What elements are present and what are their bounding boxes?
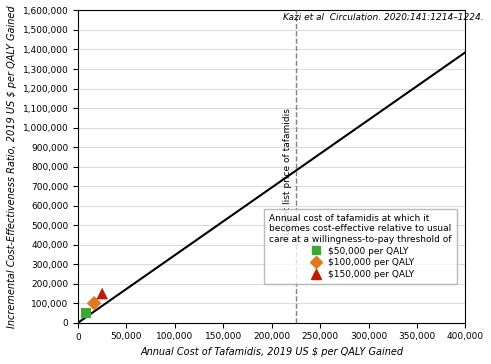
Point	[98, 290, 106, 296]
Text: Kazi et al  Circulation. 2020;141:1214–1224.: Kazi et al Circulation. 2020;141:1214–12…	[283, 13, 484, 22]
Point	[82, 310, 90, 316]
Y-axis label: Incremental Cost-Effectiveness Ratio, 2019 US $ per QALY Gained: Incremental Cost-Effectiveness Ratio, 20…	[7, 5, 17, 328]
X-axis label: Annual Cost of Tafamidis, 2019 US $ per QALY Gained: Annual Cost of Tafamidis, 2019 US $ per …	[140, 347, 403, 357]
Point	[90, 300, 98, 306]
Legend: $50,000 per QALY, $100,000 per QALY, $150,000 per QALY: $50,000 per QALY, $100,000 per QALY, $15…	[264, 209, 457, 284]
Text: Current list price of tafamidis: Current list price of tafamidis	[283, 108, 292, 241]
